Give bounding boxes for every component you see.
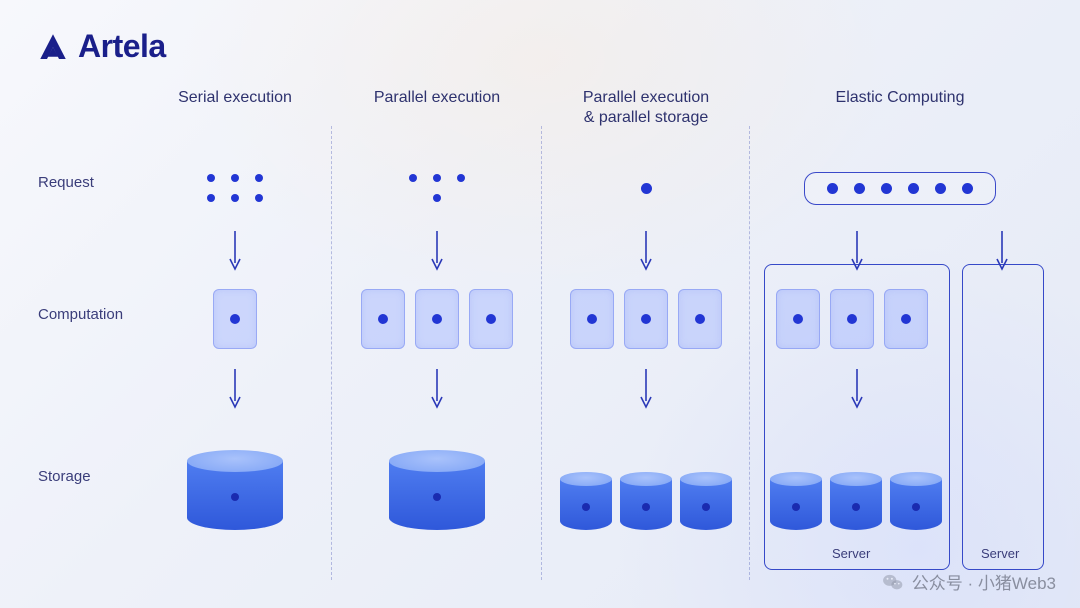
request-dot [231, 194, 239, 202]
arrow-down [332, 360, 542, 416]
storage-cylinder [560, 472, 612, 530]
request-dot [854, 183, 865, 194]
column-serial: Serial execution [138, 88, 332, 580]
request-dot [827, 183, 838, 194]
storage-row [138, 420, 332, 530]
storage-cylinder [830, 472, 882, 530]
storage-cylinder [620, 472, 672, 530]
request-dot [433, 194, 441, 202]
row-labels: Request Computation Storage [38, 88, 138, 580]
request-dot [255, 174, 263, 182]
request-dot [908, 183, 919, 194]
wechat-icon [882, 571, 904, 593]
computation-card [678, 289, 722, 349]
request-row [542, 160, 750, 216]
diagram: Request Computation Storage Serial execu… [38, 88, 1054, 580]
request-dot [255, 194, 263, 202]
request-dot [962, 183, 973, 194]
computation-card [570, 289, 614, 349]
request-dot [231, 174, 239, 182]
server-label: Server [981, 546, 1019, 561]
artela-logo-icon [38, 32, 68, 62]
storage-row [332, 420, 542, 530]
computation-card [884, 289, 928, 349]
computation-row [750, 284, 1050, 354]
computation-row [542, 284, 750, 354]
storage-row [750, 420, 1050, 530]
column-parstor: Parallel execution& parallel storage [542, 88, 750, 580]
request-row [332, 160, 542, 216]
column-title: Serial execution [138, 88, 332, 108]
arrow-down [542, 360, 750, 416]
column-title: Parallel execution& parallel storage [542, 88, 750, 128]
request-dot [409, 174, 417, 182]
storage-cylinder [890, 472, 942, 530]
computation-card [213, 289, 257, 349]
storage-cylinder [389, 450, 485, 530]
arrow-down [138, 360, 332, 416]
row-label-request: Request [38, 174, 94, 191]
request-dot [433, 174, 441, 182]
arrow-down [332, 222, 542, 278]
arrow-down [138, 222, 332, 278]
computation-card [830, 289, 874, 349]
computation-card [776, 289, 820, 349]
columns: Serial execution Parallel execution Para… [138, 88, 1054, 580]
row-label-storage: Storage [38, 468, 91, 485]
request-dot [207, 174, 215, 182]
arrow-down [542, 222, 750, 278]
brand-name: Artela [78, 28, 166, 65]
request-row [138, 160, 332, 216]
watermark-text: 公众号 · 小猪Web3 [912, 569, 1056, 594]
column-title: Parallel execution [332, 88, 542, 108]
brand: Artela [38, 28, 166, 65]
arrow-down [993, 222, 1011, 278]
computation-row [332, 284, 542, 354]
request-dot [881, 183, 892, 194]
storage-row [542, 420, 750, 530]
column-parallel: Parallel execution [332, 88, 542, 580]
request-capsule [804, 172, 996, 205]
request-row [750, 160, 1050, 216]
arrow-down [750, 360, 1050, 416]
computation-card [415, 289, 459, 349]
row-label-computation: Computation [38, 306, 123, 323]
computation-card [361, 289, 405, 349]
column-title: Elastic Computing [750, 88, 1050, 108]
column-elastic: Elastic Computing Server Server [750, 88, 1050, 580]
storage-cylinder [680, 472, 732, 530]
computation-row [138, 284, 332, 354]
storage-cylinder [187, 450, 283, 530]
server-label: Server [832, 546, 870, 561]
watermark: 公众号 · 小猪Web3 [882, 569, 1056, 594]
request-dot [207, 194, 215, 202]
computation-card [469, 289, 513, 349]
request-dot [641, 183, 652, 194]
request-dot [935, 183, 946, 194]
computation-card [624, 289, 668, 349]
storage-cylinder [770, 472, 822, 530]
request-dot [457, 174, 465, 182]
